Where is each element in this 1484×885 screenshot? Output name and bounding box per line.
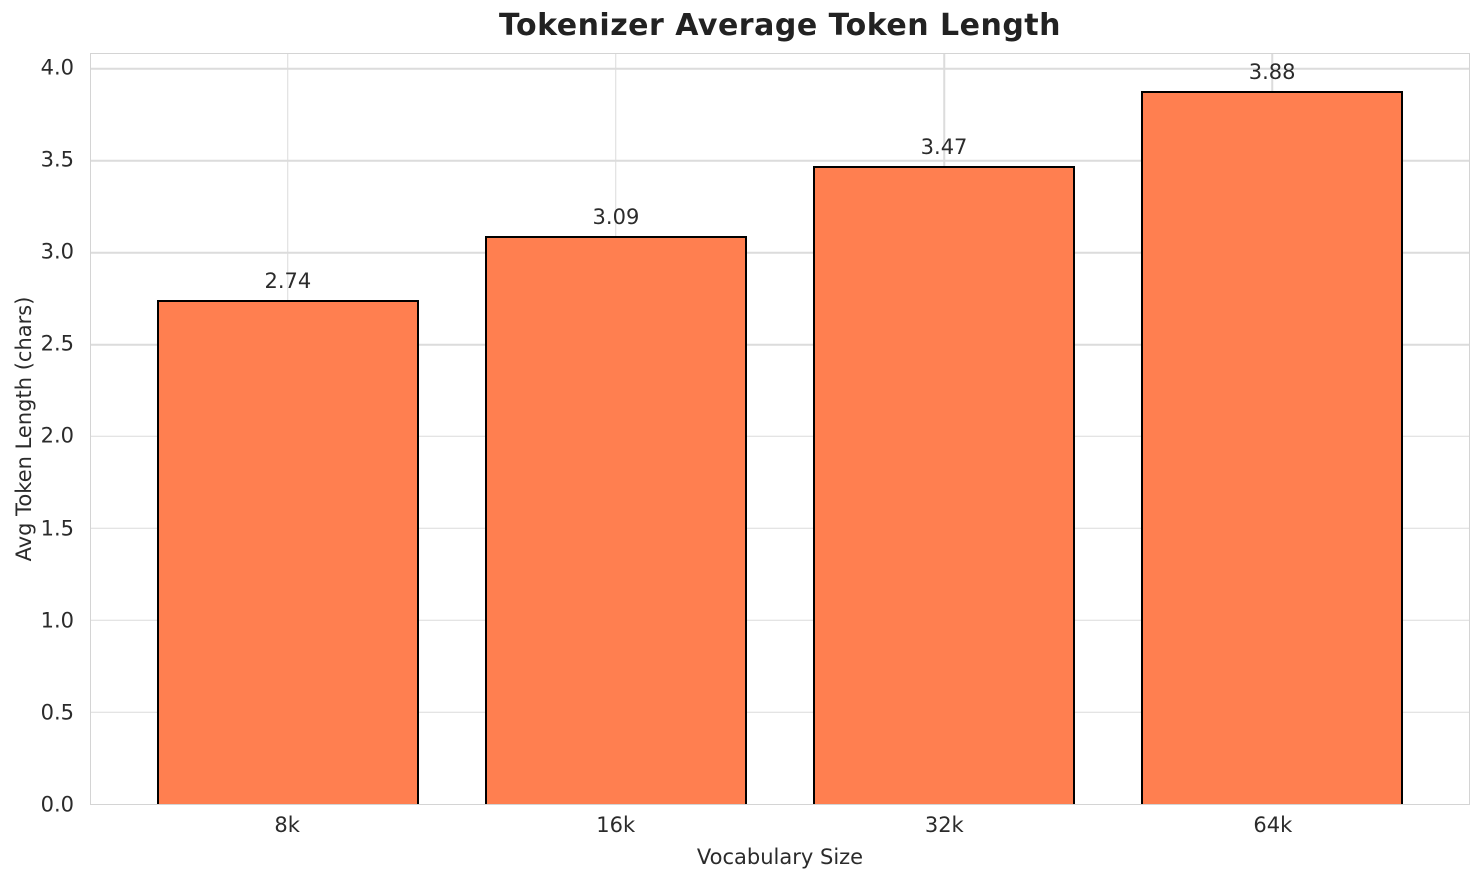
gridline-y (91, 619, 1469, 621)
bar-16k (484, 236, 748, 804)
gridline-y (91, 68, 1469, 70)
bar-value-label: 3.09 (592, 205, 640, 230)
x-tick-label: 8k (274, 813, 300, 837)
x-tick-label: 16k (596, 813, 636, 837)
bar-value-label: 3.47 (920, 135, 968, 160)
plot-area: 2.74 3.09 3.47 3.88 (90, 53, 1470, 805)
y-tick-label: 3.5 (40, 147, 74, 172)
y-tick-label: 0.0 (40, 792, 74, 817)
gridline-y (91, 343, 1469, 346)
x-tick-label: 64k (1253, 813, 1293, 837)
y-tick-label: 1.0 (40, 608, 74, 633)
y-tick-label: 4.0 (40, 55, 74, 80)
y-tick-label: 3.0 (40, 239, 74, 264)
y-tick-label: 2.0 (40, 423, 74, 448)
y-tick-label: 1.5 (40, 516, 74, 541)
bar-8k (156, 300, 420, 804)
bar-value-label: 2.74 (264, 269, 312, 294)
gridline-y (91, 527, 1469, 530)
gridline-y (91, 251, 1469, 254)
x-axis-ticks: 8k 16k 32k 64k (90, 813, 1470, 843)
gridline-y (91, 435, 1469, 438)
chart-title: Tokenizer Average Token Length (498, 8, 1061, 43)
y-tick-label: 0.5 (40, 700, 74, 725)
x-axis-label: Vocabulary Size (696, 845, 864, 869)
y-axis-ticks: 0.0 0.5 1.0 1.5 2.0 2.5 3.0 3.5 4.0 (0, 53, 82, 815)
y-tick-label: 2.5 (40, 331, 74, 356)
bar-64k (1140, 90, 1404, 804)
gridline-y (91, 711, 1469, 713)
bar-value-label: 3.88 (1248, 59, 1296, 84)
x-tick-label: 32k (924, 813, 964, 837)
gridline-y (91, 160, 1469, 162)
bar-32k (812, 166, 1076, 804)
